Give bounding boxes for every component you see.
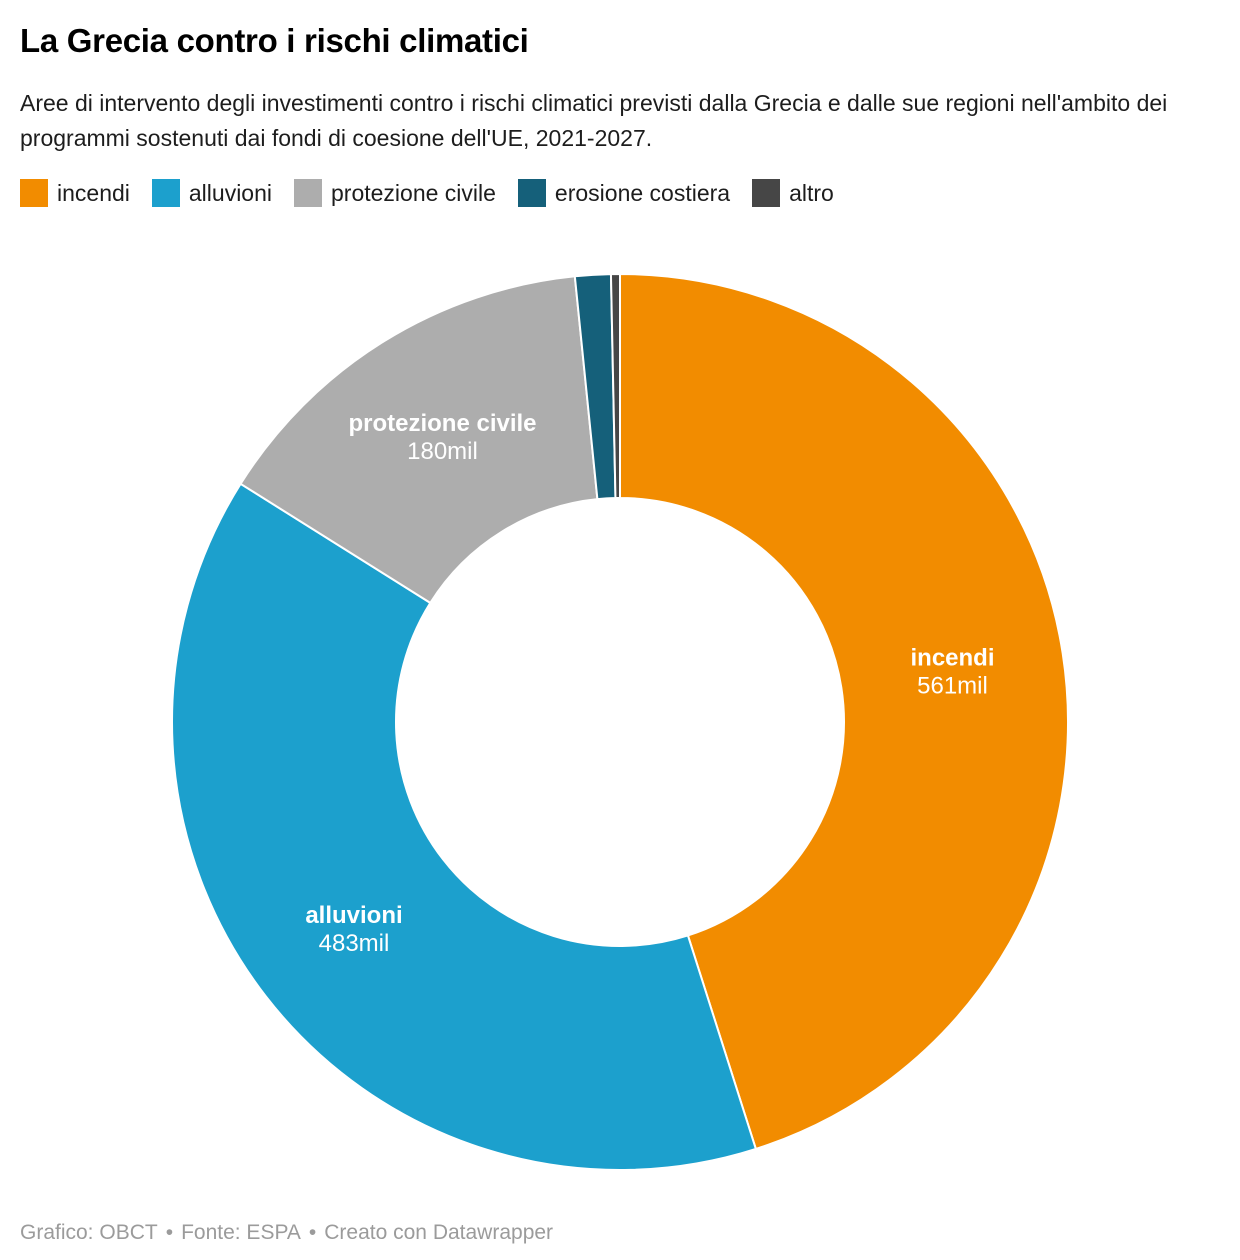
legend: incendi alluvioni protezione civile erosion… <box>20 179 1220 207</box>
slice-label-incendi: incendi <box>910 644 994 671</box>
footer-tool-credit[interactable]: Creato con Datawrapper <box>324 1221 554 1244</box>
legend-item-altro: altro <box>752 179 834 207</box>
slice-value-protezione-civile: 180mil <box>407 438 478 465</box>
footer-credit: Grafico: OBCT <box>20 1221 158 1244</box>
legend-item-protezione-civile: protezione civile <box>294 179 496 207</box>
chart-subtitle: Aree di intervento degli investimenti co… <box>20 90 1168 151</box>
footer-source: Fonte: ESPA <box>181 1221 301 1244</box>
legend-label: altro <box>789 179 834 206</box>
slice-value-incendi: 561mil <box>917 672 988 699</box>
slice-label-protezione-civile: protezione civile <box>348 410 536 437</box>
footer-separator: • <box>308 1221 317 1244</box>
legend-item-erosione-costiera: erosione costiera <box>517 179 731 207</box>
footer-separator: • <box>165 1221 174 1244</box>
legend-label: alluvioni <box>188 179 272 206</box>
slice-alluvioni[interactable] <box>171 482 757 1171</box>
legend-item-incendi: incendi <box>20 179 130 207</box>
legend-swatch-incendi <box>20 179 48 207</box>
legend-label: incendi <box>57 179 130 206</box>
footer: Grafico: OBCT • Fonte: ESPA • Creato con Dat… <box>20 1221 553 1245</box>
slice-value-alluvioni: 483mil <box>319 930 390 957</box>
legend-swatch-altro <box>752 179 781 207</box>
legend-item-alluvioni: alluvioni <box>151 179 272 207</box>
slice-incendi[interactable] <box>619 273 1069 1150</box>
legend-swatch-erosione-costiera <box>517 179 546 207</box>
chart-title: La Grecia contro i rischi climatici <box>20 22 529 59</box>
slice-altro[interactable] <box>609 272 621 500</box>
legend-swatch-protezione-civile <box>294 179 322 207</box>
legend-label: protezione civile <box>331 179 496 206</box>
slice-label-alluvioni: alluvioni <box>305 902 402 929</box>
legend-swatch-alluvioni <box>151 179 180 207</box>
legend-label: erosione costiera <box>554 179 731 206</box>
slice-protezione-civile[interactable] <box>239 275 599 604</box>
